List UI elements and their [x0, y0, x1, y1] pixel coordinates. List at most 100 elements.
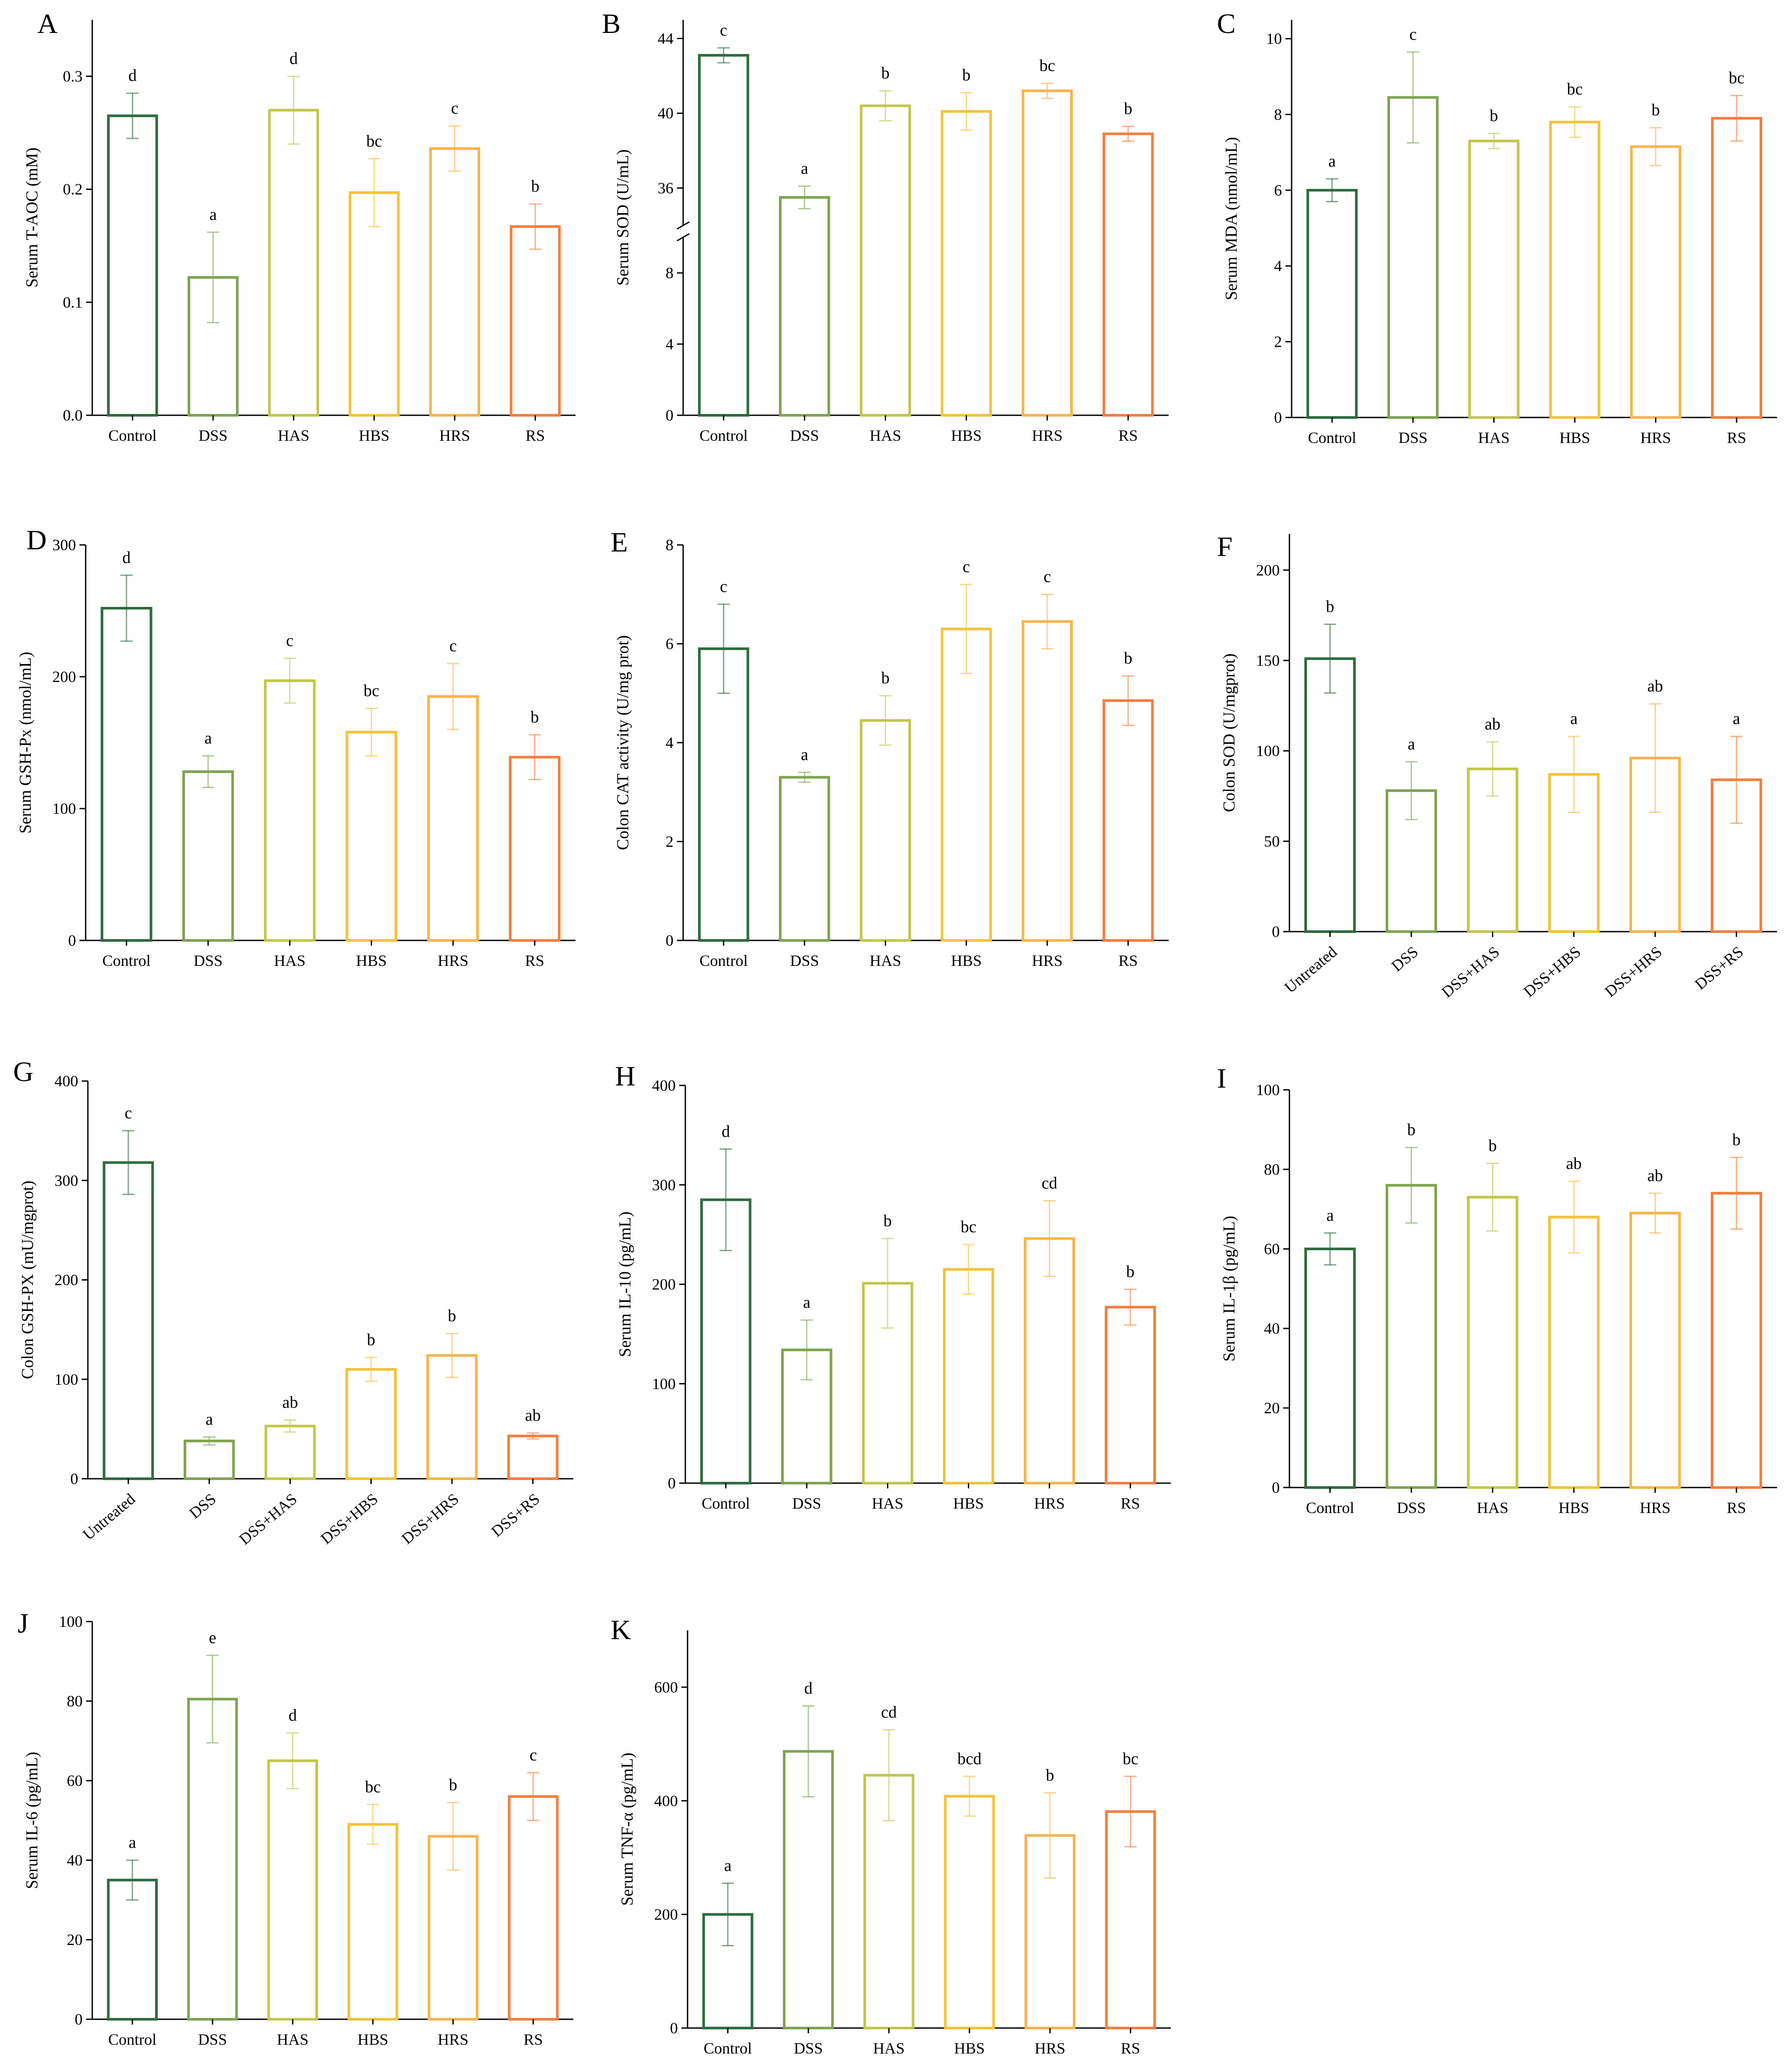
y-tick-label-h-1: 100: [652, 1375, 676, 1393]
bar-g-dss-hbs: [345, 1368, 397, 1480]
y-tick-label-i-2: 40: [1264, 1320, 1280, 1337]
bar-d-hrs: [427, 695, 479, 942]
y-tick-label-e-3: 6: [666, 635, 673, 653]
y-tick-label-f-4: 200: [1256, 561, 1280, 579]
panel-letter-k: K: [611, 1614, 631, 1645]
y-tick-label-e-2: 4: [666, 734, 673, 751]
bar-e-hbs: [941, 628, 992, 942]
y-tick-label-g-1: 100: [54, 1371, 78, 1388]
bar-a-rs: [510, 225, 561, 417]
y-tick-label-k-2: 400: [654, 1792, 678, 1810]
y-axis-label-c: Serum MDA (nmol/mL): [1222, 137, 1241, 301]
significance-letter-d-3: bc: [363, 682, 379, 700]
y-tick-label-j-2: 40: [67, 1851, 83, 1869]
panel-k: K 0 200 400 600 Serum TNF-α (pg/mL) a Control d D…: [611, 1614, 1171, 2057]
significance-letter-k-3: bcd: [957, 1749, 981, 1768]
significance-letter-f-0: b: [1326, 598, 1334, 616]
significance-letter-f-5: a: [1733, 710, 1740, 728]
category-label-i-3: HBS: [1558, 1499, 1589, 1517]
significance-letter-d-0: d: [122, 548, 130, 567]
panel-e: E 0 2 4 6 8 Colon CAT activity (U/mg prot) c Con…: [611, 526, 1169, 969]
category-label-c-3: HBS: [1560, 429, 1590, 446]
category-label-j-1: DSS: [198, 2031, 227, 2048]
significance-letter-c-0: a: [1329, 152, 1336, 171]
bar-b-hrs: [1021, 89, 1073, 417]
y-tick-label-j-4: 80: [67, 1692, 83, 1710]
panel-letter-j: J: [18, 1607, 29, 1639]
significance-letter-f-4: ab: [1647, 677, 1663, 696]
significance-letter-k-4: b: [1046, 1766, 1054, 1785]
category-label-d-2: HAS: [274, 952, 306, 969]
panel-letter-f: F: [1217, 531, 1233, 562]
significance-letter-c-5: bc: [1729, 69, 1745, 87]
significance-letter-c-4: b: [1651, 101, 1660, 120]
y-tick-label-a-1: 0.1: [63, 294, 83, 311]
significance-letter-a-0: d: [128, 66, 137, 85]
y-tick-label-j-1: 20: [67, 1931, 83, 1949]
y-tick-label-i-1: 20: [1264, 1399, 1280, 1417]
bar-c-hbs: [1549, 120, 1600, 419]
y-tick-label-k-3: 600: [654, 1678, 678, 1696]
y-tick-label-k-1: 200: [654, 1905, 678, 1923]
y-tick-label-i-5: 100: [1256, 1081, 1280, 1099]
bar-i-hbs: [1548, 1216, 1600, 1489]
bar-i-dss: [1386, 1184, 1437, 1489]
bar-j-control: [107, 1879, 158, 2021]
significance-letter-b-0: c: [720, 21, 728, 40]
category-label-c-0: Control: [1308, 429, 1356, 446]
bar-d-control: [101, 607, 152, 942]
significance-letter-e-4: c: [1043, 568, 1051, 586]
significance-letter-i-3: ab: [1566, 1154, 1582, 1173]
category-label-k-2: HAS: [873, 2039, 905, 2057]
y-tick-label-d-0: 0: [68, 932, 76, 949]
category-label-a-4: HRS: [439, 427, 470, 444]
category-label-g-5: DSS+RS: [488, 1490, 543, 1540]
significance-letter-a-1: a: [210, 205, 217, 224]
y-tick-label-a-3: 0.3: [63, 68, 83, 85]
panel-letter-b: B: [602, 8, 621, 39]
y-tick-label-f-0: 0: [1272, 923, 1280, 940]
significance-letter-j-1: e: [209, 1629, 216, 1647]
panel-letter-a: A: [37, 8, 58, 39]
bar-d-rs: [509, 756, 561, 942]
category-label-j-4: HRS: [438, 2031, 468, 2048]
category-label-j-3: HBS: [358, 2031, 388, 2048]
category-label-f-3: DSS+HBS: [1520, 943, 1584, 1000]
bar-g-untreated: [102, 1161, 154, 1480]
bar-j-has: [267, 1759, 318, 2021]
panel-c: C 0 2 4 6 8 10 Serum MDA (nmol/mL) a Control c DSS b…: [1217, 8, 1777, 446]
bar-j-dss: [187, 1698, 238, 2021]
category-label-k-4: HRS: [1035, 2039, 1065, 2057]
significance-letter-e-3: c: [963, 558, 970, 576]
panel-b: B 0 4 8 36 40 44 Serum SOD (U/mL) c Control a DSS b H…: [602, 8, 1169, 444]
y-axis-label-d: Serum GSH-Px (nmol/mL): [16, 652, 35, 834]
category-label-c-1: DSS: [1398, 429, 1427, 446]
panel-letter-i: I: [1217, 1063, 1226, 1094]
y-tick-label-f-1: 50: [1264, 832, 1280, 850]
y-tick-label-g-4: 400: [54, 1072, 78, 1090]
significance-letter-i-5: b: [1732, 1131, 1741, 1149]
panel-f: F 0 50 100 150 200 Colon SOD (U/mgprot) b Untrea…: [1217, 531, 1777, 1001]
axis-break-mark-lower-b: [677, 233, 690, 242]
significance-letter-h-3: bc: [961, 1218, 977, 1236]
category-label-i-4: HRS: [1640, 1499, 1670, 1517]
significance-letter-c-2: b: [1490, 107, 1498, 125]
significance-letter-a-4: c: [451, 99, 459, 118]
y-tick-label-c-2: 4: [1274, 257, 1282, 275]
bar-g-dss: [184, 1440, 235, 1480]
significance-letter-b-2: b: [881, 64, 890, 83]
bar-b-control: [698, 54, 749, 417]
y-tick-label-e-4: 8: [666, 536, 673, 554]
category-label-f-5: DSS+RS: [1691, 943, 1747, 993]
y-tick-label-e-1: 2: [666, 833, 673, 850]
significance-letter-i-4: ab: [1647, 1166, 1663, 1185]
category-label-g-1: DSS: [186, 1490, 219, 1522]
significance-letter-g-4: b: [448, 1307, 456, 1325]
y-tick-label-k-0: 0: [670, 2019, 678, 2037]
category-label-i-1: DSS: [1397, 1499, 1426, 1517]
significance-letter-g-0: c: [125, 1104, 132, 1122]
category-label-e-0: Control: [699, 952, 748, 969]
significance-letter-k-1: d: [804, 1679, 813, 1698]
y-tick-label-b-1: 4: [666, 335, 673, 353]
